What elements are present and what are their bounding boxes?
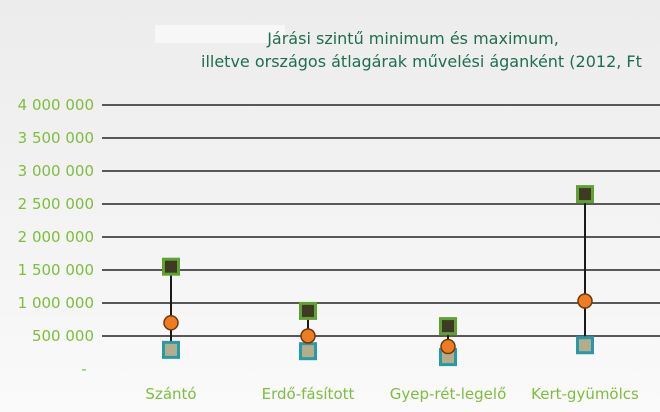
y-tick-label: - (81, 360, 86, 378)
avg-point (300, 328, 316, 344)
y-tick-label: 4 000 000 (18, 96, 94, 114)
min-point (576, 336, 594, 355)
gridlines (102, 104, 660, 337)
x-category-label: Gyep-rét-legelő (390, 385, 507, 403)
y-tick-label: 2 500 000 (18, 195, 94, 213)
x-category-label: Szántó (145, 385, 196, 403)
x-category-label: Erdő-fásított (262, 385, 355, 403)
max-point (162, 257, 180, 276)
y-tick-label: 3 000 000 (18, 162, 94, 180)
y-tick-label: 2 000 000 (18, 228, 94, 246)
x-axis-category-labels: Szántó Erdő-fásított Gyep-rét-legelő Kert-g… (145, 385, 639, 403)
min-point (162, 340, 180, 359)
avg-point (577, 293, 593, 309)
max-point (299, 301, 317, 320)
max-point (439, 317, 457, 336)
y-tick-label: 500 000 (32, 327, 94, 345)
y-tick-label: 1 500 000 (18, 261, 94, 279)
y-tick-label: 1 000 000 (18, 294, 94, 312)
avg-point (163, 315, 179, 331)
x-category-label: Kert-gyümölcs (531, 385, 639, 403)
chart-title-line-1: Járási szintű minimum és maximum, (266, 29, 559, 48)
avg-point (440, 338, 456, 355)
max-point (576, 185, 594, 204)
min-point (299, 342, 317, 361)
data-markers (162, 185, 594, 367)
range-lines (170, 194, 586, 358)
y-axis-tick-labels: - 500 000 1 000 000 1 500 000 2 000 000 2 500… (18, 96, 94, 378)
chart-title-line-2: illetve országos átlagárak művelési ágan… (201, 52, 642, 71)
title-highlight (155, 25, 285, 43)
y-tick-label: 3 500 000 (18, 129, 94, 147)
